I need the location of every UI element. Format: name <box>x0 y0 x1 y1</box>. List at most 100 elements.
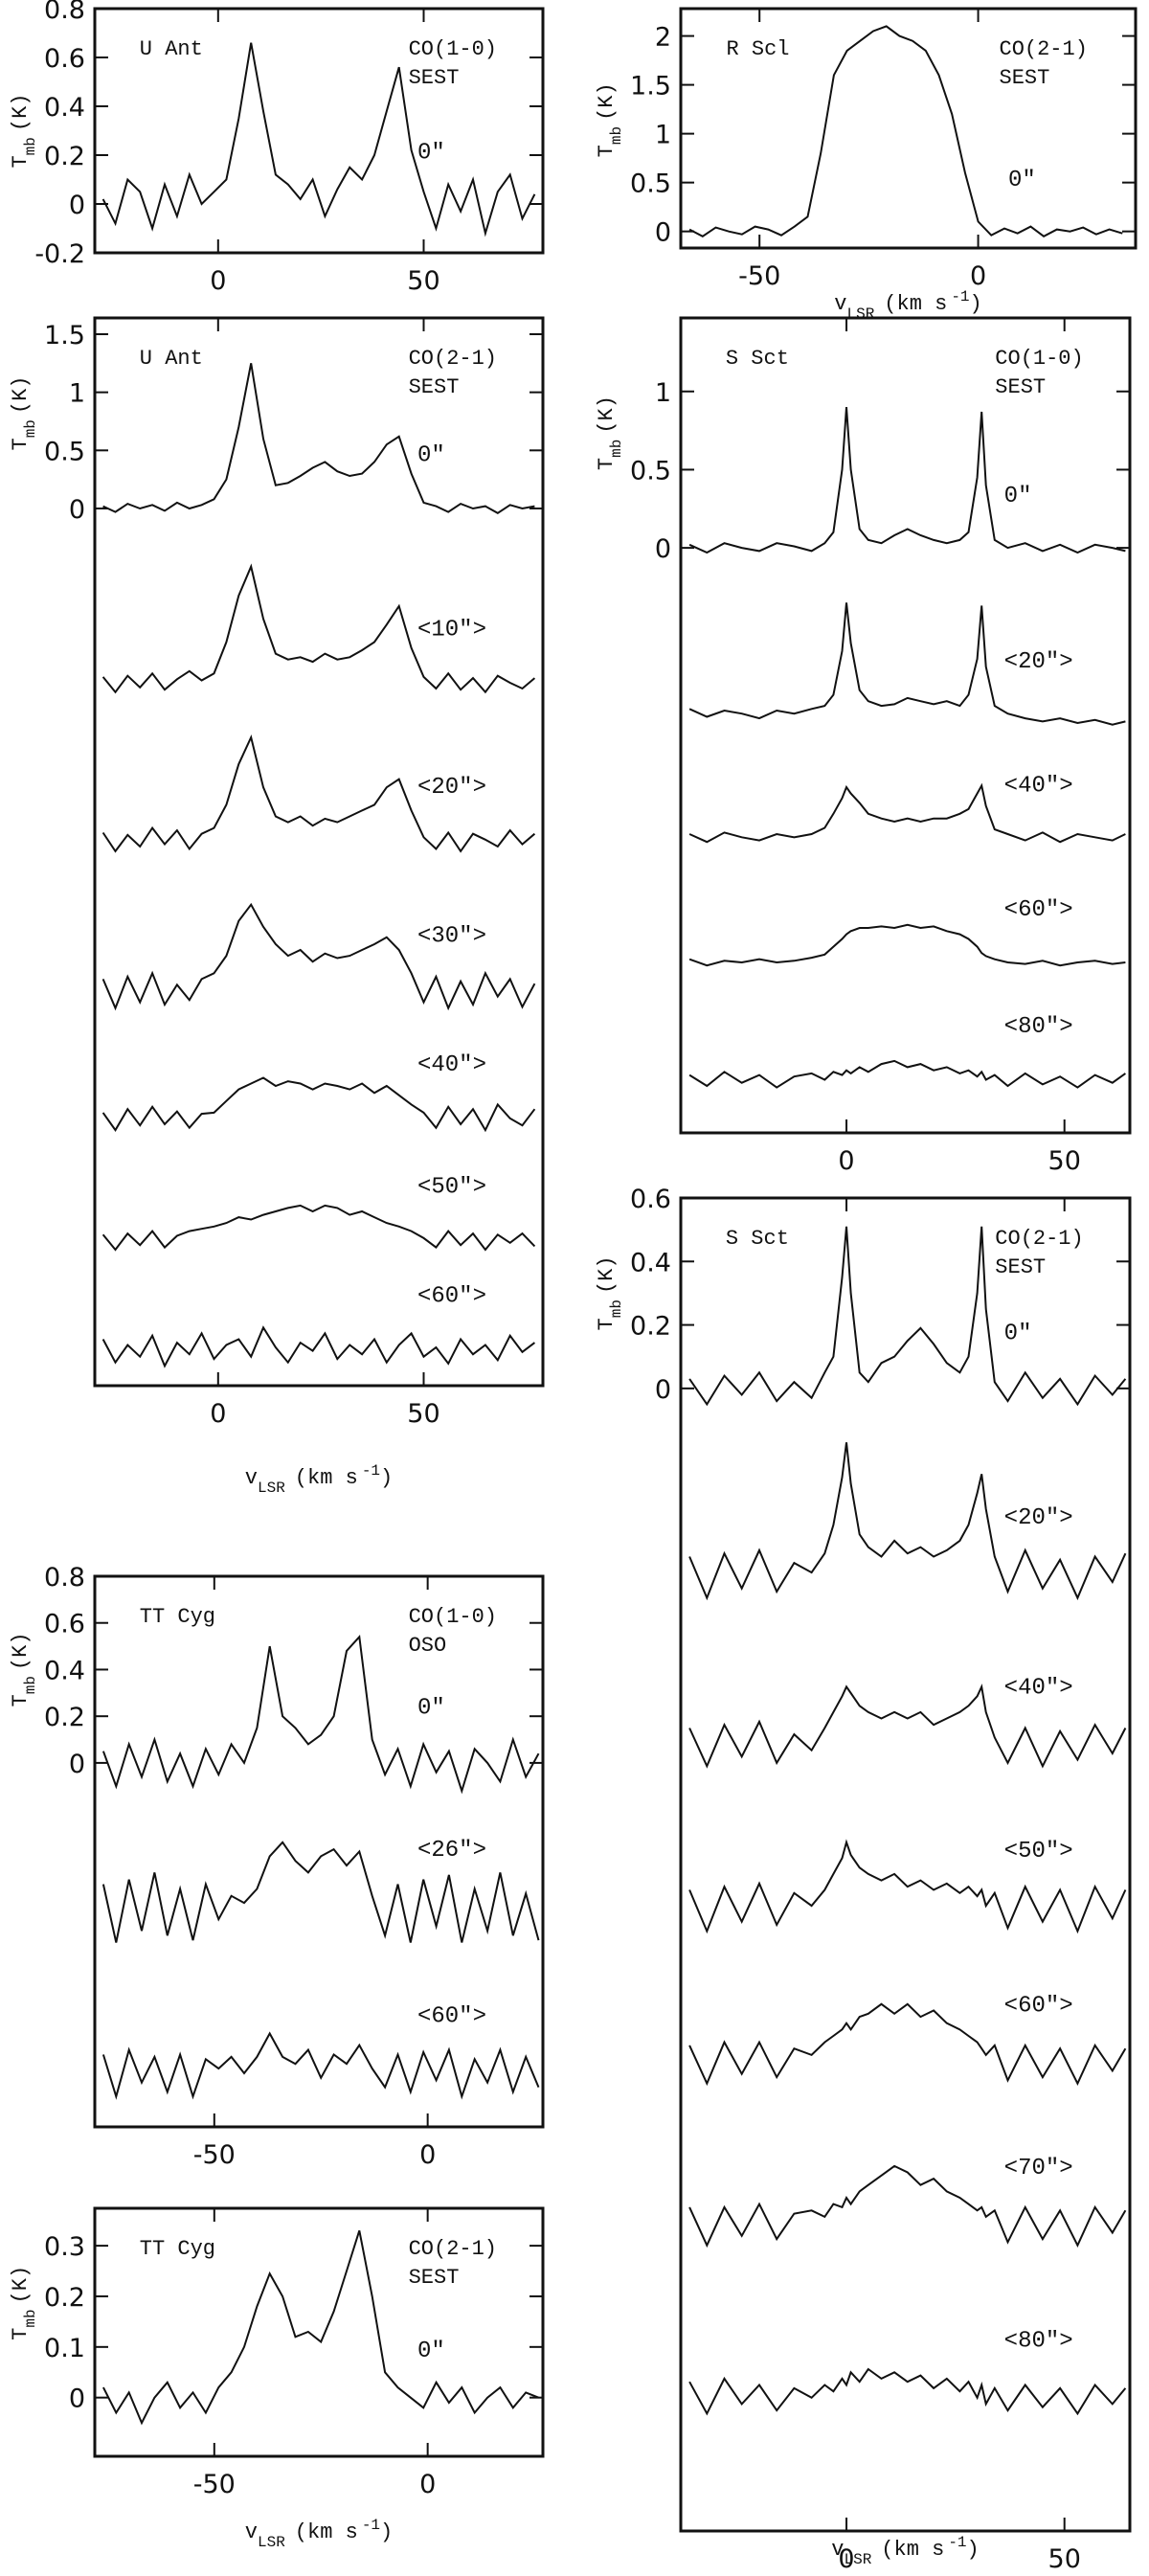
panel-frame <box>93 7 545 255</box>
spectrum <box>101 1841 540 1943</box>
spectrum-label: <60"> <box>1004 897 1073 923</box>
y-axis-label-part: T <box>595 1318 619 1330</box>
spectrum-label: 0" <box>1004 484 1032 509</box>
y-tick-label: 0.5 <box>44 437 85 466</box>
y-tick-label: 0 <box>69 1750 85 1779</box>
spectrum <box>688 782 1126 844</box>
spectrum <box>688 407 1126 554</box>
x-axis-label-part: v <box>245 2520 258 2544</box>
y-tick-label: 0.5 <box>630 169 671 199</box>
y-axis-label-part: (K) <box>595 82 619 121</box>
spectrum-label: <60"> <box>417 2004 486 2030</box>
y-tick-label: 1.5 <box>630 72 671 102</box>
panel-frame <box>679 316 1132 1135</box>
spectrum <box>101 42 536 237</box>
x-axis-label-part: -1 <box>362 2517 380 2534</box>
line-name: CO(1-0) <box>409 37 497 61</box>
y-axis-label-part: T <box>595 145 619 157</box>
line-name: CO(1-0) <box>409 1605 497 1629</box>
spectrum <box>688 1839 1127 1934</box>
y-tick-label: -0.2 <box>34 239 85 269</box>
x-axis-label-part: -1 <box>362 1462 380 1480</box>
y-tick-label: 1 <box>655 378 671 408</box>
x-axis-label-part: ) <box>967 2538 980 2562</box>
spectrum-label: 0" <box>417 141 445 167</box>
y-tick-label: 0.2 <box>630 1312 671 1342</box>
x-axis-label-part: LSR <box>846 305 874 323</box>
y-axis-label-part: (K) <box>9 1632 33 1670</box>
spectrum-label: <20"> <box>417 775 486 801</box>
spectrum <box>102 2229 539 2426</box>
source-name: TT Cyg <box>140 2237 215 2261</box>
spectrum-label: <26"> <box>417 1838 486 1864</box>
x-axis-label-part: -1 <box>948 2534 966 2551</box>
spectrum-label: 0" <box>1008 168 1036 193</box>
spectrum <box>688 25 1123 237</box>
spectrum-label: <80"> <box>1004 1014 1073 1040</box>
panel-frame <box>679 7 1138 250</box>
spectrum <box>101 1325 536 1368</box>
spectrum-label: <60"> <box>417 1283 486 1309</box>
y-axis-label-part: mb <box>608 1299 625 1318</box>
line-name: CO(2-1) <box>409 2237 497 2261</box>
spectrum <box>688 2367 1127 2416</box>
y-axis-label-part: mb <box>22 419 39 438</box>
source-name: R Scl <box>727 37 790 61</box>
spectrum-label: 0" <box>417 1696 445 1722</box>
spectrum-label: <40"> <box>1004 1675 1073 1701</box>
spectrum-label: <10"> <box>417 617 486 643</box>
spectrum-label: 0" <box>417 443 445 469</box>
x-axis-label: vLSR (km s -1) <box>834 288 981 323</box>
spectrum <box>688 2002 1127 2087</box>
y-tick-label: 0 <box>69 2384 85 2414</box>
spectrum <box>101 902 536 1011</box>
x-axis-label-part: (km s <box>881 2538 944 2562</box>
x-tick-label: 0 <box>210 1399 226 1429</box>
x-tick-label: 0 <box>838 2544 854 2571</box>
x-tick-label: -50 <box>193 2140 236 2170</box>
y-tick-label: 0.8 <box>44 0 85 25</box>
y-tick-label: 0 <box>69 191 85 220</box>
spectrum <box>101 1635 540 1795</box>
spectrum-label: <30"> <box>417 924 486 950</box>
x-axis-label: vLSR (km s -1) <box>245 1462 393 1497</box>
telescope: OSO <box>409 1634 447 1658</box>
y-tick-label: 0.2 <box>44 142 85 171</box>
x-axis-label-part: ) <box>380 1466 393 1490</box>
y-tick-label: 0.5 <box>630 456 671 486</box>
y-tick-label: 1 <box>655 121 671 150</box>
spectrum <box>101 1204 536 1252</box>
x-tick-label: 50 <box>407 266 439 296</box>
x-tick-label: 50 <box>1048 2544 1081 2571</box>
line-name: CO(2-1) <box>1000 37 1088 61</box>
source-name: U Ant <box>140 37 203 61</box>
telescope: SEST <box>1000 66 1050 90</box>
y-axis-label: Tmb (K) <box>595 82 625 157</box>
y-axis-label-part: T <box>9 1694 33 1706</box>
x-tick-label: 0 <box>419 2470 436 2499</box>
y-axis-label: Tmb (K) <box>9 2266 39 2340</box>
x-axis-label-part: ) <box>380 2520 393 2544</box>
spectrum <box>688 2164 1127 2248</box>
x-axis-label-part: v <box>834 292 846 316</box>
y-axis-label-part: (K) <box>595 395 619 434</box>
y-axis-label-part: T <box>9 438 33 450</box>
source-name: TT Cyg <box>140 1605 215 1629</box>
x-tick-label: 0 <box>970 261 986 291</box>
y-tick-label: 0.6 <box>630 1185 671 1214</box>
y-axis-label-part: mb <box>22 1676 39 1694</box>
y-tick-label: 1 <box>69 379 85 409</box>
y-axis-label-part: (K) <box>9 2266 33 2304</box>
x-axis-label-part: -1 <box>951 288 969 305</box>
y-axis-label-part: mb <box>22 137 39 155</box>
x-axis-label-part: LSR <box>844 2551 871 2568</box>
x-axis-label-part: v <box>245 1466 258 1490</box>
spectrum-label: <80"> <box>1004 2328 1073 2354</box>
x-tick-label: 50 <box>1048 1146 1081 1176</box>
y-tick-label: 0.3 <box>44 2232 85 2262</box>
y-tick-label: 0.4 <box>44 1656 85 1685</box>
y-tick-label: 0.8 <box>44 1563 85 1593</box>
x-tick-label: 0 <box>838 1146 854 1176</box>
